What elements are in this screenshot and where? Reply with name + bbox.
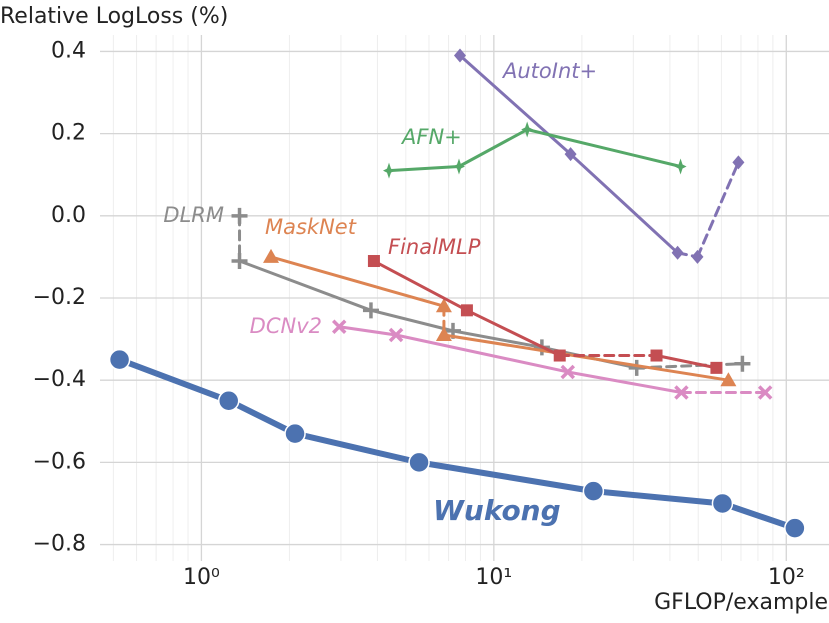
- marker: [674, 385, 689, 400]
- y-tick-label: 0.0: [51, 203, 86, 228]
- y-tick-label: 0.2: [51, 121, 86, 146]
- marker: [784, 517, 806, 539]
- marker: [720, 372, 737, 387]
- marker: [460, 304, 473, 317]
- marker: [691, 249, 704, 264]
- series-segment: [225, 397, 299, 437]
- marker: [435, 326, 452, 341]
- series-segment: [269, 255, 446, 308]
- series-label: DLRM: [163, 203, 224, 227]
- marker: [367, 255, 380, 268]
- x-tick-label: 10⁰: [183, 565, 220, 590]
- series-segment: [337, 325, 398, 337]
- series-segment: [458, 54, 573, 156]
- series-segment: [442, 333, 730, 382]
- series-segment: [457, 128, 529, 168]
- series-segment: [416, 459, 597, 495]
- marker: [452, 158, 465, 175]
- x-tick-label: 10¹: [475, 565, 512, 590]
- x-axis-label: GFLOP/example: [654, 590, 828, 615]
- y-tick-label: −0.4: [33, 367, 86, 392]
- marker: [521, 121, 534, 138]
- marker: [671, 245, 684, 260]
- series-label: AutoInt+: [501, 59, 597, 83]
- series-segment: [238, 259, 373, 312]
- marker: [263, 248, 280, 263]
- y-tick-label: −0.2: [33, 285, 86, 310]
- marker: [453, 48, 466, 63]
- series-segment: [116, 356, 232, 404]
- marker: [650, 349, 663, 362]
- marker: [382, 162, 395, 179]
- x-tick-label: 10²: [768, 565, 805, 590]
- series-segment: [292, 430, 423, 466]
- series-label: FinalMLP: [388, 235, 481, 259]
- marker: [284, 422, 306, 445]
- series-segment: [695, 160, 740, 259]
- marker: [331, 319, 347, 335]
- marker: [108, 348, 131, 371]
- marker: [757, 385, 773, 400]
- marker: [408, 451, 430, 474]
- series-segment: [394, 333, 570, 374]
- y-tick-label: −0.6: [33, 449, 86, 474]
- series-label: Wukong: [433, 494, 561, 527]
- marker: [231, 253, 248, 270]
- series-segment: [566, 370, 683, 395]
- marker: [560, 364, 576, 380]
- y-axis-label: Relative LogLoss (%): [0, 4, 228, 29]
- marker: [732, 155, 745, 170]
- series-segment: [369, 308, 455, 333]
- series-segment: [372, 259, 469, 312]
- series-segment: [655, 354, 718, 370]
- marker: [553, 349, 566, 362]
- marker: [710, 361, 723, 374]
- marker: [674, 158, 687, 175]
- marker: [564, 147, 577, 162]
- series-label: MaskNet: [265, 215, 357, 239]
- marker: [711, 492, 734, 515]
- marker: [582, 480, 605, 502]
- series-segment: [525, 128, 683, 168]
- series-segment: [387, 165, 461, 173]
- series-label: DCNv2: [250, 314, 322, 338]
- marker: [362, 302, 379, 319]
- series-label: AFN+: [400, 125, 462, 149]
- marker: [435, 298, 452, 313]
- marker: [734, 355, 751, 372]
- series-segment: [569, 152, 680, 255]
- series-segment: [465, 308, 562, 358]
- y-tick-label: −0.8: [33, 532, 86, 557]
- series-segment: [719, 500, 798, 532]
- marker: [231, 207, 248, 224]
- series-segment: [451, 329, 544, 349]
- marker: [217, 389, 240, 412]
- marker: [388, 327, 404, 343]
- y-tick-label: 0.4: [51, 38, 86, 63]
- series-segment: [590, 488, 726, 507]
